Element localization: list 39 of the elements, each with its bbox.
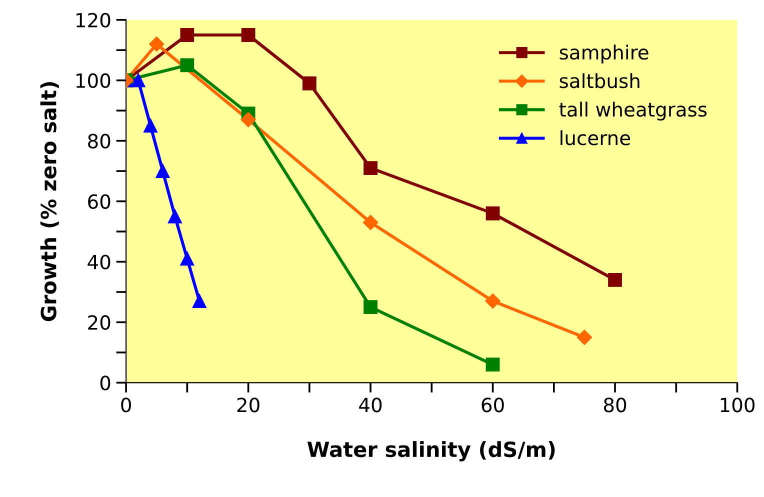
x-axis-title: Water salinity (dS/m) <box>307 441 555 462</box>
point <box>364 300 378 314</box>
point <box>576 330 592 345</box>
y-tick-label: 60 <box>88 194 110 209</box>
point <box>192 294 206 308</box>
legend-label: saltbush <box>560 73 640 88</box>
y-tick-label: 0 <box>100 376 110 390</box>
y-tick-label: 20 <box>88 315 110 330</box>
point <box>180 28 194 42</box>
point <box>486 358 500 372</box>
point <box>241 28 256 42</box>
x-tick-label: 0 <box>121 398 131 412</box>
x-tick-label: 60 <box>482 398 504 412</box>
point <box>144 118 158 133</box>
point <box>156 164 170 178</box>
point <box>180 252 194 266</box>
point <box>364 161 378 175</box>
x-tick-label: 100 <box>720 398 755 412</box>
legend-label: lucerne <box>560 130 630 146</box>
point <box>168 209 182 224</box>
x-tick-label: 80 <box>604 398 626 412</box>
point <box>240 112 256 128</box>
point <box>149 36 164 52</box>
y-tick-label: 80 <box>88 134 110 148</box>
point <box>485 293 500 309</box>
point <box>302 76 316 90</box>
point <box>131 73 146 88</box>
y-axis-title: Growth (% zero salt) <box>40 82 59 322</box>
x-tick-label: 20 <box>237 398 260 412</box>
point <box>486 206 500 220</box>
legend-label: samphire <box>560 44 648 64</box>
x-tick-label: 40 <box>359 398 382 412</box>
y-tick-label: 40 <box>88 254 110 270</box>
point <box>608 272 622 287</box>
legend-label: tall wheatgrass <box>559 102 707 121</box>
point <box>362 214 378 230</box>
point <box>180 58 194 72</box>
y-tick-label: 120 <box>76 12 110 28</box>
y-tick-label: 100 <box>76 73 110 88</box>
